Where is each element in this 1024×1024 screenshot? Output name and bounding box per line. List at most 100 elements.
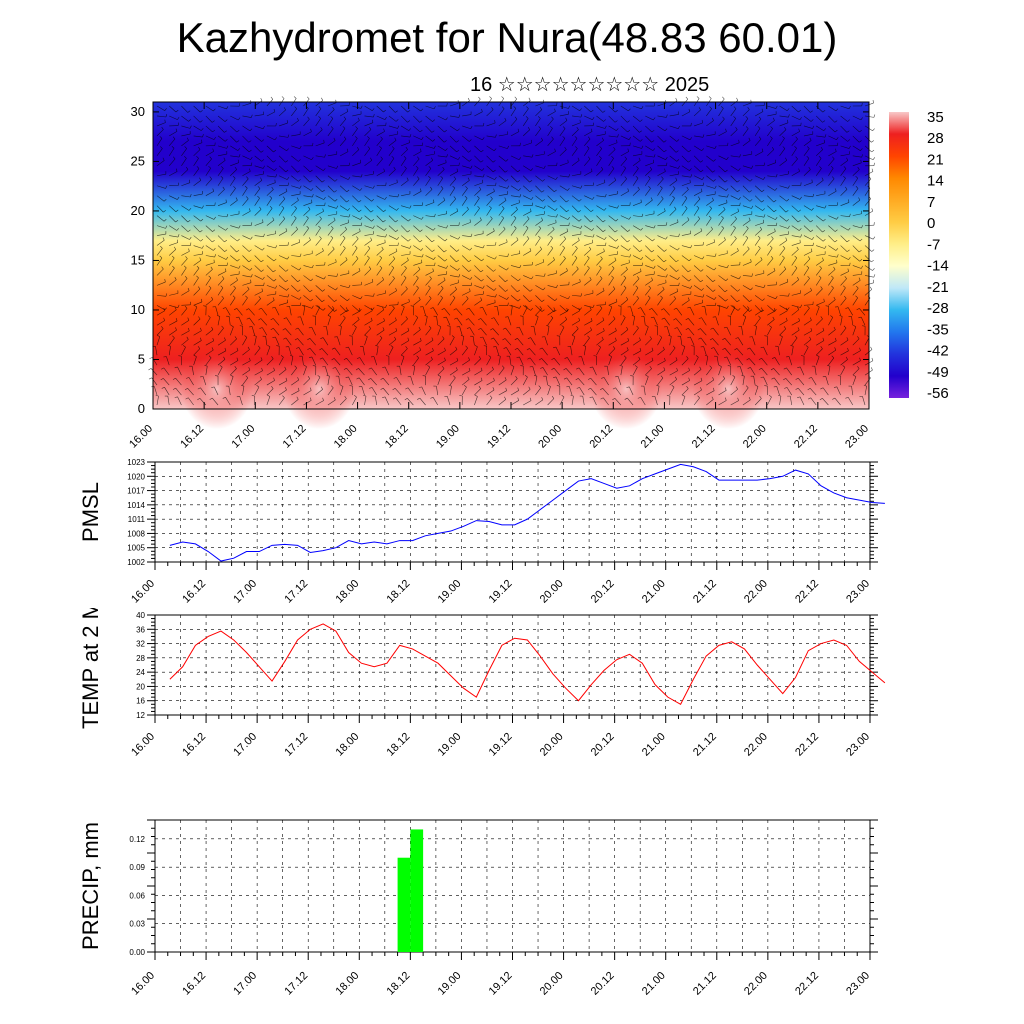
wind-barb <box>181 308 188 316</box>
wind-barb <box>816 245 825 249</box>
wind-barb-flag <box>539 246 543 250</box>
wind-barb-flag <box>209 156 212 160</box>
wind-barb <box>724 338 731 346</box>
wind-barb-flag <box>872 128 875 131</box>
wind-barb <box>400 260 409 266</box>
wind-barb-flag <box>636 295 639 299</box>
wind-barb <box>840 359 848 366</box>
x-tick-label: 20.00 <box>536 423 564 451</box>
wind-barb-flag <box>214 254 216 258</box>
wind-barb-flag <box>590 128 593 132</box>
wind-barb <box>547 229 555 236</box>
wind-barb <box>437 273 447 276</box>
wind-barb <box>181 267 187 276</box>
surface-heat-blob <box>692 349 765 430</box>
wind-barb <box>657 337 663 346</box>
wind-barb <box>315 285 323 292</box>
wind-barb <box>291 120 299 127</box>
wind-barb-flag <box>721 225 724 229</box>
wind-barb-flag <box>773 309 777 312</box>
wind-barb <box>230 125 238 133</box>
x-tick-label: 19.00 <box>436 970 464 998</box>
wind-barb <box>193 149 201 157</box>
wind-barb <box>339 326 342 336</box>
wind-barb-flag <box>312 365 316 367</box>
wind-barb <box>339 128 346 137</box>
wind-barb <box>425 115 433 122</box>
wind-barb <box>449 115 459 118</box>
y-tick-label: 30 <box>131 104 145 119</box>
wind-barb <box>309 338 316 346</box>
y-tick-label: 1017 <box>127 487 145 496</box>
wind-barb <box>645 125 653 133</box>
wind-barb <box>400 277 407 286</box>
wind-barb <box>242 337 248 346</box>
wind-barb-flag <box>797 396 801 399</box>
wind-barb <box>864 135 872 143</box>
wind-barb <box>803 215 811 223</box>
wind-barb-flag <box>795 136 798 140</box>
wind-barb <box>620 269 628 276</box>
wind-barb <box>352 231 361 236</box>
wind-barb-flag <box>835 108 839 112</box>
wind-barb <box>640 307 646 316</box>
wind-barb <box>188 377 194 386</box>
wind-barb-flag <box>446 265 448 269</box>
wind-barb-flag <box>664 249 667 252</box>
wind-barb <box>840 271 849 276</box>
wind-barb <box>339 195 347 203</box>
wind-barb <box>225 307 231 316</box>
wind-barb <box>590 387 597 396</box>
wind-barb-flag <box>602 287 605 291</box>
x-tick-label: 23.00 <box>844 578 872 605</box>
wind-barb <box>510 202 520 206</box>
wind-barb-flag <box>724 289 728 293</box>
wind-barb-flag <box>490 216 493 219</box>
wind-barb-flag <box>184 156 187 159</box>
wind-barb-flag <box>164 279 166 283</box>
wind-barb-flag <box>263 282 265 286</box>
wind-barb <box>571 138 578 147</box>
wind-barb <box>754 317 761 326</box>
wind-barb <box>565 368 573 376</box>
wind-barb <box>571 205 579 213</box>
wind-barb-flag <box>317 375 321 378</box>
wind-barb-flag <box>289 354 294 357</box>
wind-barb <box>852 115 862 121</box>
wind-barb <box>596 182 605 187</box>
wind-barb-flag <box>395 119 399 122</box>
wind-barb <box>181 169 189 176</box>
wind-barb-flag <box>379 335 383 339</box>
wind-barb-flag <box>722 376 726 379</box>
wind-barb-flag <box>452 295 456 299</box>
wind-barb <box>486 397 493 406</box>
wind-barb <box>596 169 604 176</box>
wind-barb <box>156 257 163 266</box>
wind-barb-flag <box>513 215 517 219</box>
wind-barb-flag <box>483 345 487 347</box>
wind-barb-flag <box>861 225 864 229</box>
wind-barb-flag <box>836 254 839 258</box>
wind-barb <box>498 265 507 271</box>
wind-barb <box>400 356 405 366</box>
wind-barb-flag <box>861 265 864 269</box>
wind-barb-flag <box>419 120 423 123</box>
wind-barb <box>303 185 312 191</box>
wind-barb-flag <box>775 296 778 299</box>
wind-barb-flag <box>322 208 324 212</box>
wind-barb <box>779 328 787 336</box>
wind-barb <box>315 238 322 246</box>
wind-barb <box>364 122 374 127</box>
wind-barb <box>517 348 524 356</box>
wind-barb <box>278 191 288 196</box>
wind-barb <box>400 340 410 346</box>
wind-barb <box>156 295 166 297</box>
wind-barb <box>828 105 837 112</box>
wind-barb-flag <box>714 145 717 149</box>
wind-barb-flag <box>566 228 569 232</box>
wind-barb-flag <box>162 157 165 161</box>
wind-barb-flag <box>675 97 678 101</box>
wind-barb <box>828 329 836 336</box>
wind-barb-flag <box>445 117 448 121</box>
wind-barb-flag <box>661 308 664 311</box>
